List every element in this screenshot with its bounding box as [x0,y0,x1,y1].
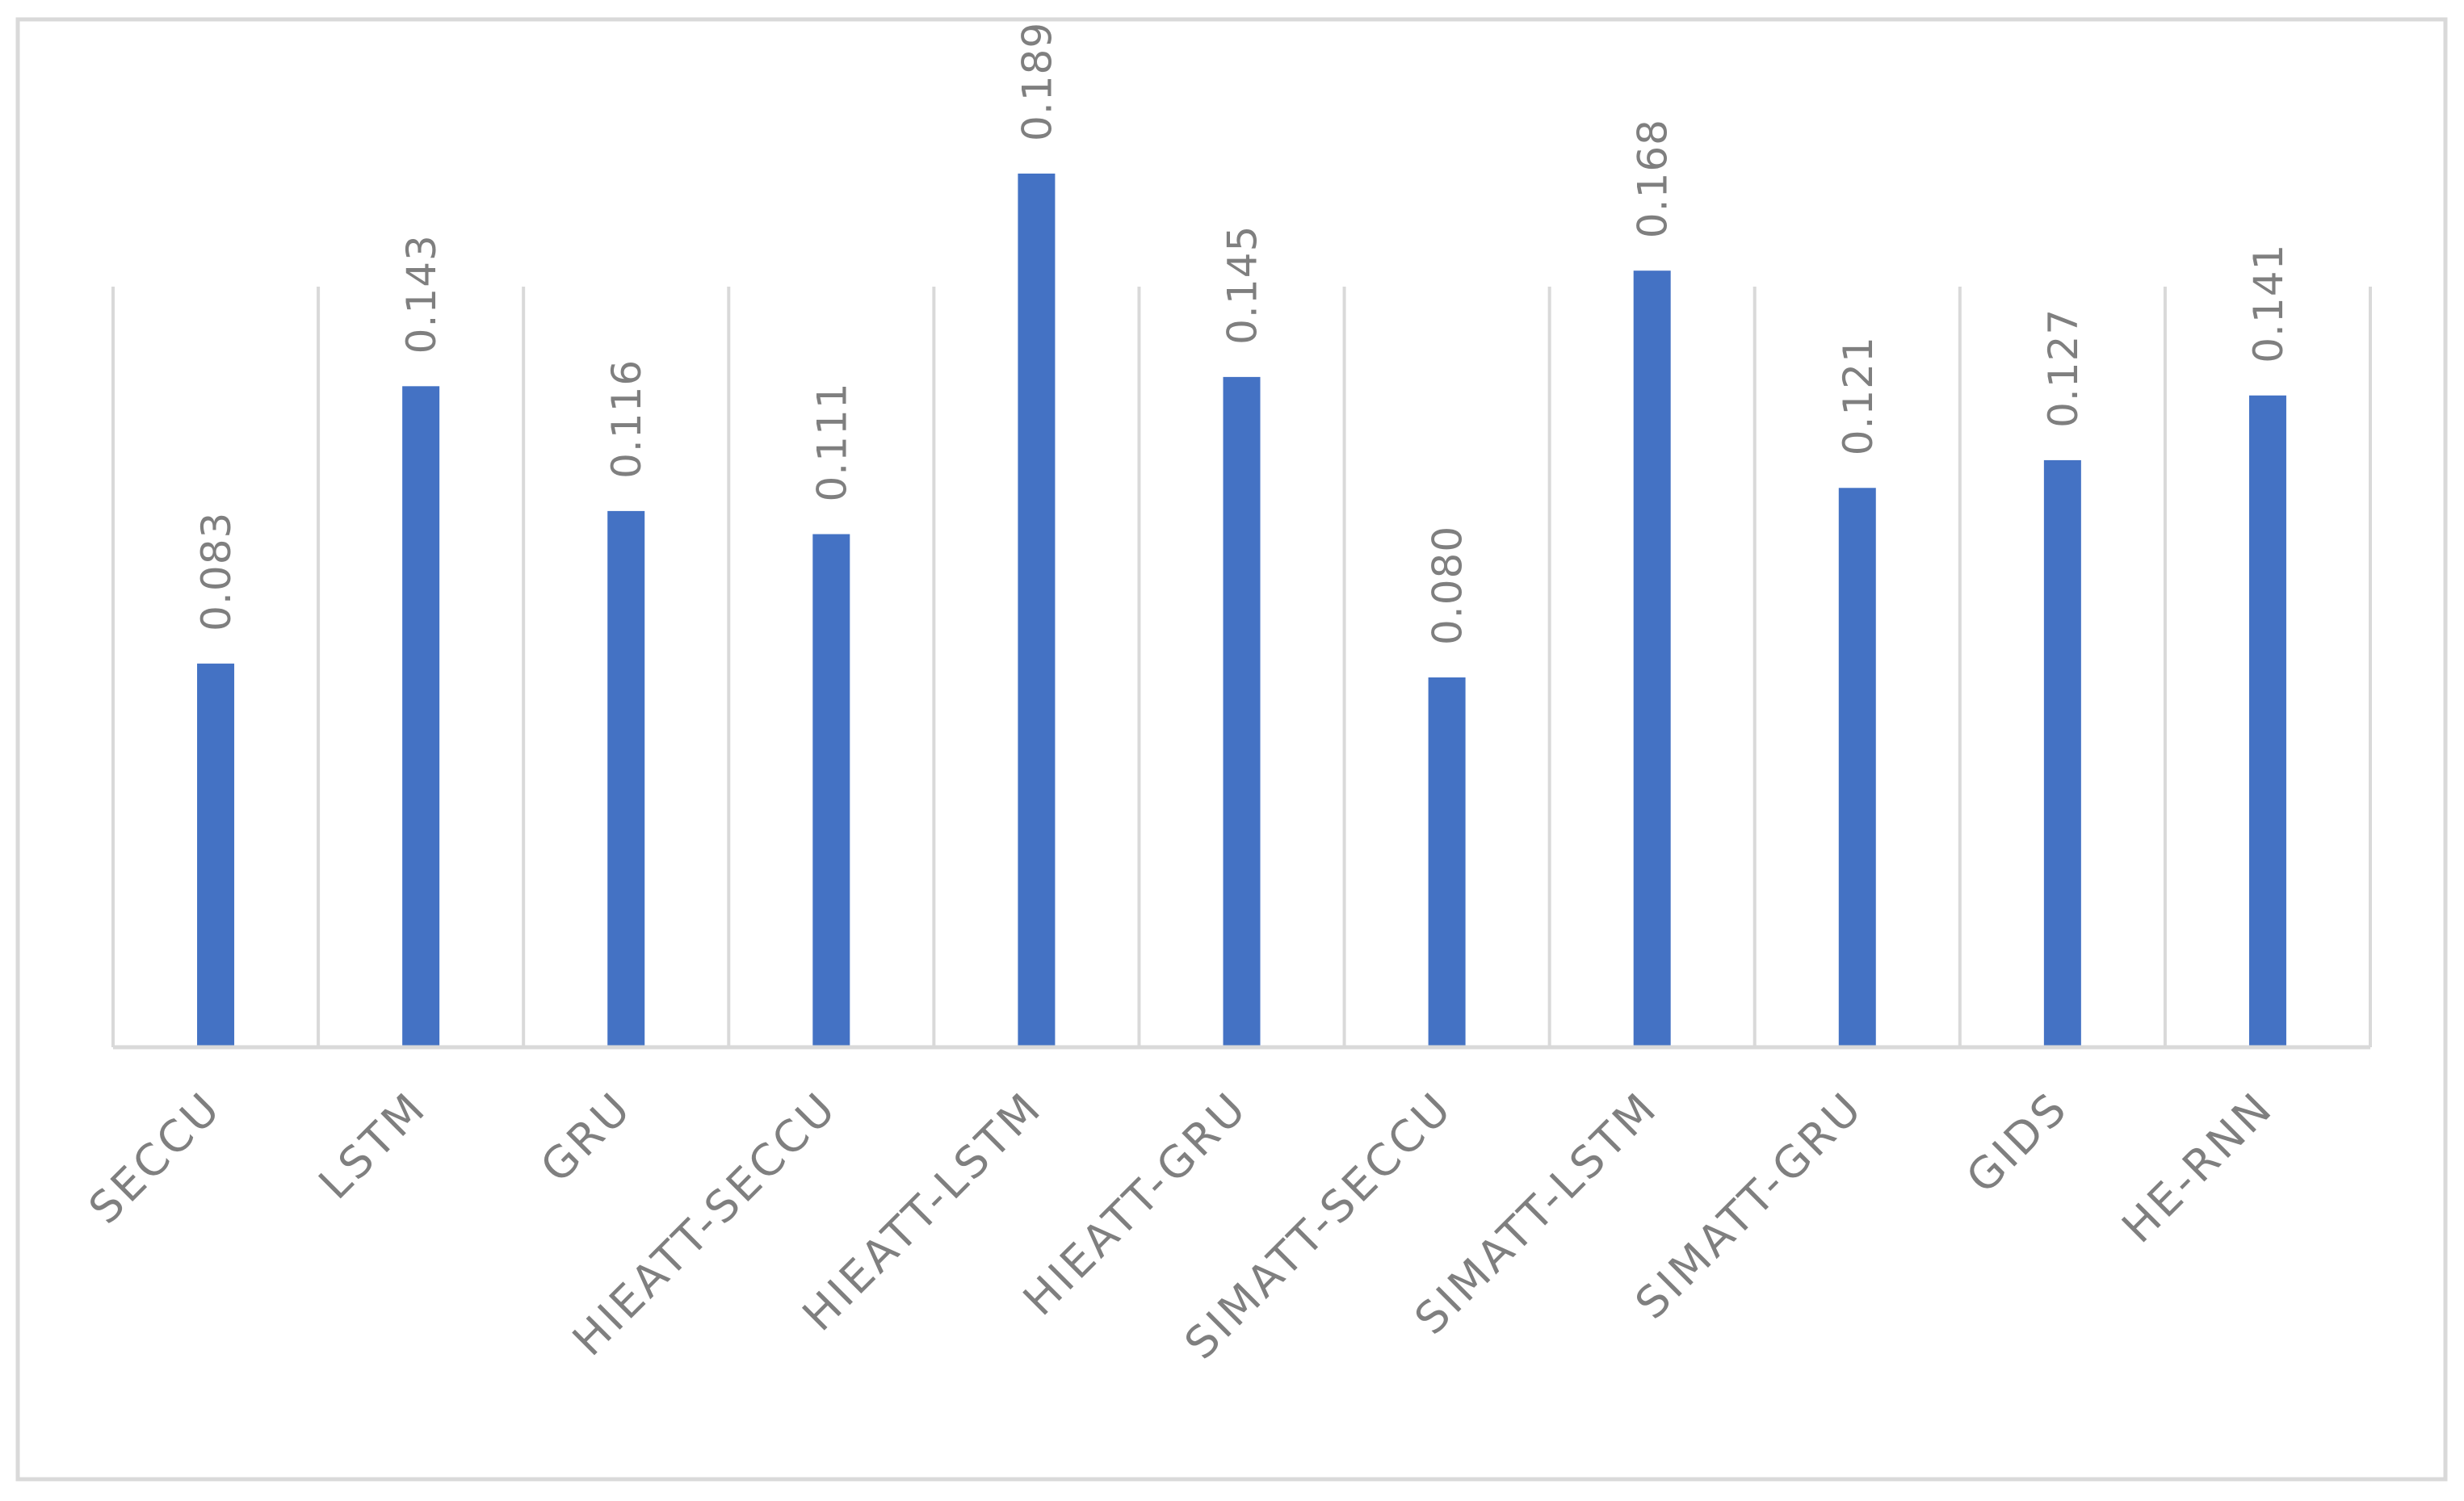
bar-simatt-lstm [1633,270,1671,1047]
value-label-simatt-lstm: 0.168 [1630,119,1677,238]
bar-he-rnn [2248,395,2286,1047]
bar-hieatt-seccu [812,534,850,1047]
value-label-hieatt-gru: 0.145 [1219,225,1266,345]
bar-hieatt-gru [1223,376,1261,1047]
value-label-simatt-gru: 0.121 [1835,336,1882,455]
value-label-seccu: 0.083 [193,512,240,631]
bar-lstm [402,386,440,1047]
value-label-gids: 0.127 [2040,308,2087,428]
value-labels: 0.083 0.143 0.116 0.111 0.189 0.145 0.080 0.168… [193,22,2292,645]
value-label-he-rnn: 0.141 [2245,244,2292,363]
bar-simatt-seccu [1428,677,1466,1047]
bar-gru [607,510,645,1047]
grid-lines [111,287,2372,1047]
value-label-hieatt-seccu: 0.111 [808,382,855,501]
bar-gids [2043,459,2081,1047]
value-label-simatt-seccu: 0.080 [1425,526,1471,645]
bars [197,173,2286,1048]
value-label-gru: 0.116 [603,359,650,479]
value-label-hieatt-lstm: 0.189 [1014,22,1060,141]
bar-hieatt-lstm [1018,173,1056,1048]
value-label-lstm: 0.143 [398,234,445,354]
bar-simatt-gru [1838,488,1876,1047]
bar-seccu [197,663,235,1047]
